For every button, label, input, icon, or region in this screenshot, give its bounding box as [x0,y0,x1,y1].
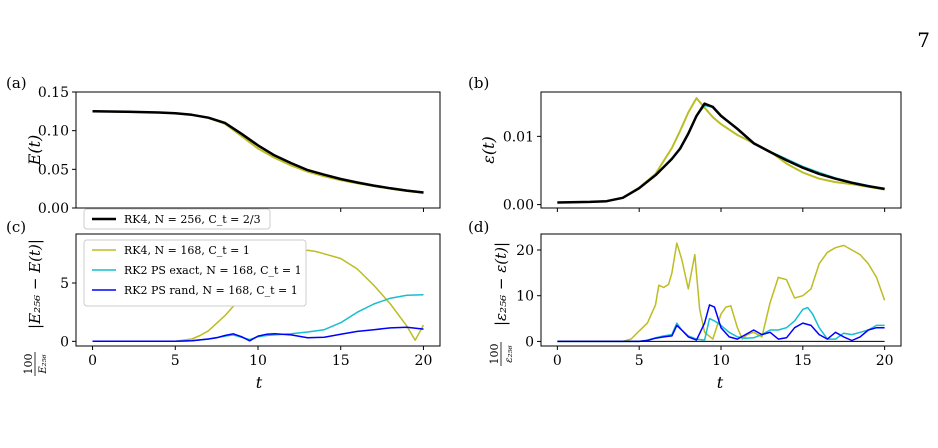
legend: RK4, N = 168, C_t = 1 RK2 PS exact, N = 1… [83,239,307,307]
x-tick-label: 15 [332,353,350,369]
series-line-2 [92,110,424,194]
series-line-0 [557,97,885,204]
series-line-0 [92,110,424,194]
panel-label-b: (b) [468,74,489,92]
y-tick-label: 20 [516,243,534,259]
svg-text:ε(t): ε(t) [479,136,498,164]
svg-text:100: 100 [22,354,35,375]
y-tick-label: 0.15 [38,85,69,101]
series-line-3 [557,102,885,204]
series-line-1 [92,110,424,194]
y-tick-label: 0.01 [503,129,534,145]
series-line-0 [557,242,886,343]
plot-panel-3: 0 5 10 15 20 0 10 20 [516,233,902,369]
x-tick-label: 10 [249,353,267,369]
panel-label-d: (d) [468,218,489,236]
legend-label: RK2 PS exact, N = 168, C_t = 1 [124,264,302,277]
plot-panel-1: 0.00 0.01 [503,91,902,214]
svg-text:ε₂₅₆: ε₂₅₆ [504,345,515,362]
legend-label: RK4, N = 168, C_t = 1 [124,244,250,257]
panel-label-a: (a) [6,74,27,92]
plot-panel-0: 0.00 0.05 0.10 0.15 RK4, N = 256, C_t = 2/3 [38,85,441,230]
plot-panel-2: 0 5 10 15 20 0 5 RK4, N = 168, C_t = 1 RK2 PS ex… [60,233,441,369]
series-line-2 [557,102,885,204]
ylabel-b: ε(t) [479,136,498,164]
ylabel-c: 100 E₂₅₆ |E₂₅₆ − E(t)| [22,239,49,376]
svg-text:|E₂₅₆ − E(t)|: |E₂₅₆ − E(t)| [26,239,44,329]
series-line-1 [557,306,885,343]
y-tick-label: 0 [60,334,69,350]
axes-frame [75,91,441,209]
y-tick-label: 10 [516,289,534,305]
ylabel-a: E(t) [25,135,44,167]
svg-text:E₂₅₆: E₂₅₆ [38,354,49,374]
axes-frame [540,91,902,209]
series-line-1 [557,104,885,204]
svg-text:E(t): E(t) [25,135,44,167]
legend: RK4, N = 256, C_t = 2/3 [83,208,271,230]
x-tick-label: 15 [794,353,812,369]
legend-label: RK4, N = 256, C_t = 2/3 [124,213,261,226]
legend-box [83,239,307,307]
x-tick-label: 5 [635,353,644,369]
svg-text:|ε₂₅₆ − ε(t)|: |ε₂₅₆ − ε(t)| [492,242,510,326]
y-tick-label: 0 [525,334,534,350]
ylabel-d: 100 ε₂₅₆ |ε₂₅₆ − ε(t)| [488,242,515,366]
x-tick-label: 0 [553,353,562,369]
y-tick-label: 0.10 [38,124,69,140]
y-tick-label: 0.05 [38,162,69,178]
legend-label: RK2 PS rand, N = 168, C_t = 1 [124,284,298,297]
x-tick-label: 10 [712,353,730,369]
axes-frame [540,233,902,347]
xlabel-d: t [717,373,724,392]
y-tick-label: 0.00 [503,198,534,214]
panel-label-c: (c) [6,218,26,236]
xlabel-c: t [256,373,263,392]
series-line-3 [92,110,424,194]
series-line-2 [92,326,424,343]
svg-text:100: 100 [488,344,501,365]
y-tick-label: 0.00 [38,201,69,217]
y-tick-label: 5 [60,276,69,292]
x-tick-label: 5 [171,353,180,369]
x-tick-label: 20 [415,353,433,369]
legend-box [83,208,271,230]
series-line-2 [557,304,885,343]
page-number: 7 [917,28,930,52]
x-tick-label: 0 [88,353,97,369]
figure-caption [0,430,938,448]
x-tick-label: 20 [876,353,894,369]
